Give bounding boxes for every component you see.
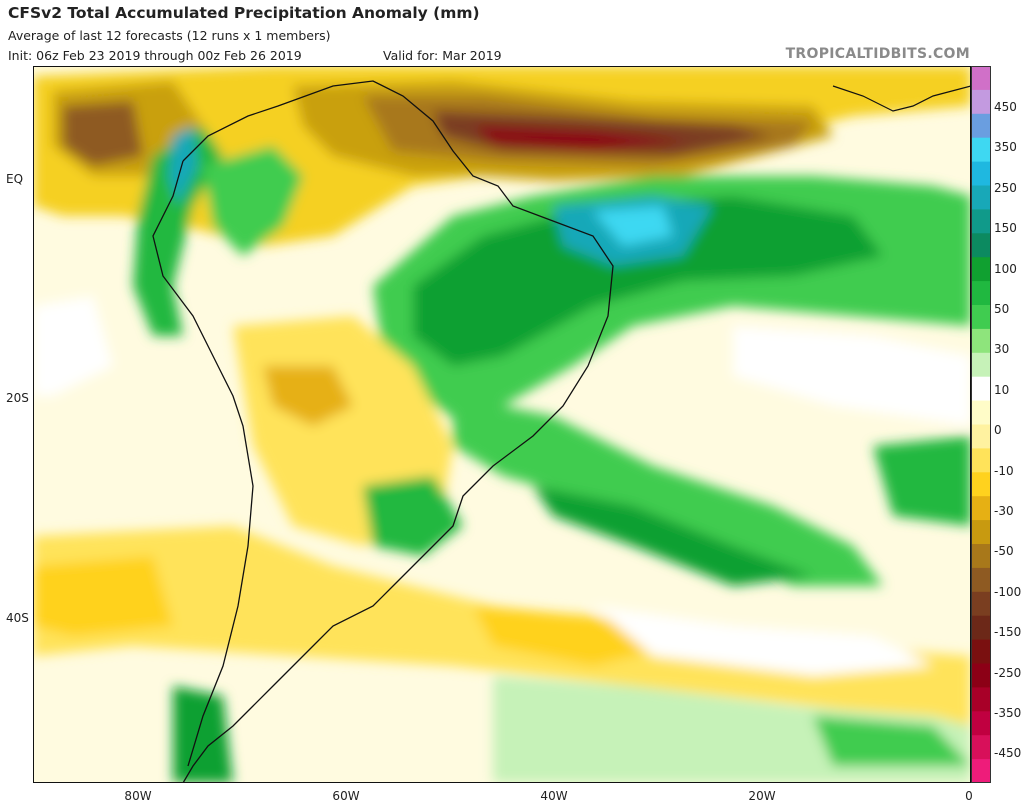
colorbar-label: 150 [994,221,1017,236]
lat-label-40s: 40S [6,611,29,625]
colorbar-label: 10 [994,382,1010,397]
brand-watermark: TROPICALTIDBITS.COM [785,46,970,62]
lon-label-60w: 60W [332,789,360,803]
colorbar-label: 250 [994,180,1017,195]
colorbar-swatch [971,281,991,306]
colorbar-swatch [971,448,991,473]
colorbar-label: 100 [994,261,1017,276]
colorbar-label: 30 [994,342,1010,357]
colorbar-label: -30 [994,504,1014,518]
colorbar-swatch [971,711,991,736]
colorbar-label: 450 [994,100,1017,114]
init-time: Init: 06z Feb 23 2019 through 00z Feb 26… [8,48,302,63]
colorbar-border [971,66,991,783]
colorbar-swatch [971,233,991,258]
colorbar-swatch [971,113,991,139]
colorbar-swatch [971,376,991,402]
anomaly-fields [33,66,971,783]
colorbar-label: -250 [994,665,1022,680]
colorbar-swatch [971,161,991,187]
colorbar-label: -350 [994,706,1022,720]
lat-label-eq: EQ [6,172,24,186]
colorbar-label: -450 [994,746,1022,761]
valid-time: Valid for: Mar 2019 [383,48,502,63]
colorbar-swatch [971,663,991,688]
colorbar-label: -150 [994,625,1022,640]
colorbar-swatch [971,735,991,760]
colorbar-swatch [971,496,991,521]
colorbar-swatch [971,305,991,330]
colorbar-label: -100 [994,584,1022,599]
lon-label-80w: 80W [124,789,152,803]
colorbar-swatch [971,567,991,593]
colorbar-label: 50 [994,302,1010,316]
lat-label-20s: 20S [6,391,29,405]
colorbar-swatch [971,615,991,641]
colorbar-swatch [971,591,991,617]
lon-label-20w: 20W [748,789,776,803]
colorbar-swatch [971,209,991,234]
colorbar-swatch [971,639,991,665]
colorbar-swatch [971,352,991,378]
colorbar-label: -50 [994,544,1014,559]
colorbar-swatch [971,185,991,210]
colorbar-label: 0 [994,423,1002,438]
colorbar-swatch [971,89,991,115]
lon-label-0: 0 [965,789,973,803]
south-america-coastline [152,80,614,783]
colorbar-swatch [971,544,991,569]
colorbar-swatch [971,137,991,163]
precipitation-anomaly-map [33,66,971,783]
africa-coastline [832,85,971,112]
colorbar [971,66,991,783]
colorbar-label: 350 [994,140,1017,155]
chart-subtitle: Average of last 12 forecasts (12 runs x … [8,28,331,43]
colorbar-swatch [971,257,991,282]
colorbar-swatch [971,400,991,426]
colorbar-swatch [971,759,991,783]
colorbar-swatch [971,472,991,497]
colorbar-swatch [971,687,991,712]
lon-label-40w: 40W [540,789,568,803]
colorbar-label: -10 [994,463,1014,478]
colorbar-swatch [971,328,991,354]
colorbar-swatch [971,520,991,545]
colorbar-swatch [971,66,991,91]
chart-title: CFSv2 Total Accumulated Precipitation An… [8,4,480,22]
colorbar-swatch [971,424,991,449]
